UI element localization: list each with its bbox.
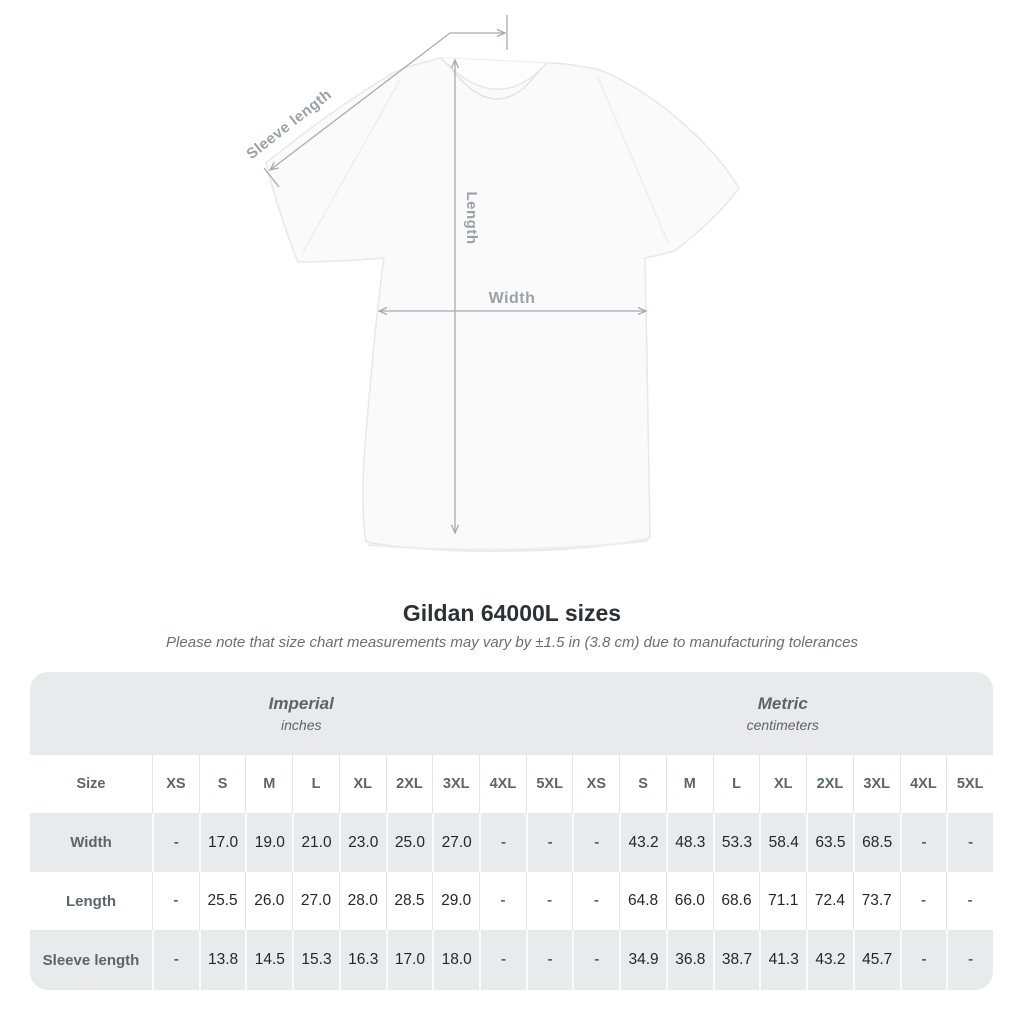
size-corner-header: Size <box>76 776 106 792</box>
table-cell: 63.5 <box>806 813 853 872</box>
tshirt-image <box>265 57 740 552</box>
tolerance-note: Please note that size chart measurements… <box>166 634 858 651</box>
unit-group-band: Imperial inches Metric centimeters <box>30 672 993 755</box>
column-header: 2XL <box>385 755 433 813</box>
imperial-group-header: Imperial inches <box>30 672 573 755</box>
table-cell: - <box>899 872 947 930</box>
table-row-sleeve-length: Sleeve length - 13.8 14.5 15.3 16.3 17.0… <box>30 930 993 990</box>
column-header: XL <box>759 755 806 813</box>
table-row-length: Length - 25.5 26.0 27.0 28.0 28.5 29.0 -… <box>30 872 993 930</box>
table-cell: 25.5 <box>198 872 246 930</box>
table-cell: 27.0 <box>292 872 339 930</box>
table-cell: 36.8 <box>665 930 713 990</box>
table-cell: - <box>525 872 573 930</box>
table-cell: 38.7 <box>712 930 760 990</box>
imperial-unit: inches <box>281 717 322 733</box>
column-header: 4XL <box>479 755 526 813</box>
table-cell: 43.2 <box>806 930 853 990</box>
table-cell: 28.0 <box>338 872 386 930</box>
table-cell: 18.0 <box>432 930 479 990</box>
table-cell: 25.0 <box>385 813 433 872</box>
table-cell: - <box>525 813 573 872</box>
table-cell: 66.0 <box>665 872 713 930</box>
size-header-row: Size XS S M L XL 2XL 3XL 4XL 5XL XS S M … <box>30 755 993 813</box>
table-cell: - <box>899 930 947 990</box>
column-header: 2XL <box>806 755 853 813</box>
length-label: Length <box>463 192 480 245</box>
column-header: L <box>292 755 339 813</box>
table-cell: 45.7 <box>852 930 900 990</box>
table-cell: 27.0 <box>432 813 479 872</box>
column-header: 3XL <box>432 755 479 813</box>
table-cell: 14.5 <box>245 930 292 990</box>
table-cell: - <box>946 930 993 990</box>
column-header: S <box>619 755 666 813</box>
table-cell: 48.3 <box>665 813 713 872</box>
column-header: S <box>198 755 246 813</box>
table-cell: 23.0 <box>338 813 386 872</box>
table-cell: 73.7 <box>852 872 900 930</box>
table-cell: 17.0 <box>385 930 433 990</box>
table-cell: 17.0 <box>198 813 246 872</box>
imperial-label: Imperial <box>268 694 334 713</box>
table-cell: 68.5 <box>852 813 900 872</box>
table-cell: - <box>946 813 993 872</box>
column-header: XS <box>572 755 619 813</box>
table-cell: 58.4 <box>759 813 806 872</box>
table-cell: - <box>479 813 526 872</box>
table-cell: 15.3 <box>292 930 339 990</box>
table-cell: 34.9 <box>619 930 666 990</box>
table-cell: - <box>572 813 619 872</box>
column-header: M <box>245 755 292 813</box>
table-cell: 68.6 <box>712 872 760 930</box>
table-cell: - <box>152 930 199 990</box>
table-cell: - <box>899 813 947 872</box>
table-cell: 72.4 <box>806 872 853 930</box>
row-label: Sleeve length <box>42 951 140 969</box>
table-cell: 29.0 <box>432 872 479 930</box>
column-header: XL <box>338 755 386 813</box>
table-cell: - <box>479 930 526 990</box>
table-cell: 19.0 <box>245 813 292 872</box>
table-cell: 64.8 <box>619 872 666 930</box>
column-header: M <box>665 755 713 813</box>
table-cell: - <box>572 930 619 990</box>
column-header: L <box>712 755 760 813</box>
size-chart-table: Imperial inches Metric centimeters Size … <box>30 672 993 990</box>
table-cell: - <box>572 872 619 930</box>
column-header: 5XL <box>525 755 573 813</box>
table-cell: - <box>525 930 573 990</box>
page-title: Gildan 64000L sizes <box>402 600 622 626</box>
table-cell: 71.1 <box>759 872 806 930</box>
metric-unit: centimeters <box>746 717 819 733</box>
width-label: Width <box>489 290 536 307</box>
column-header: XS <box>152 755 199 813</box>
table-cell: - <box>479 872 526 930</box>
table-cell: 13.8 <box>198 930 246 990</box>
metric-group-header: Metric centimeters <box>573 672 994 755</box>
row-label: Width <box>70 834 112 851</box>
table-cell: - <box>152 872 199 930</box>
table-cell: 26.0 <box>245 872 292 930</box>
table-cell: 21.0 <box>292 813 339 872</box>
sleeve-length-arrow <box>263 15 508 188</box>
table-cell: 43.2 <box>619 813 666 872</box>
table-cell: 28.5 <box>385 872 433 930</box>
table-cell: 53.3 <box>712 813 760 872</box>
metric-label: Metric <box>757 694 808 713</box>
column-header: 3XL <box>852 755 900 813</box>
table-cell: 16.3 <box>338 930 386 990</box>
table-cell: - <box>152 813 199 872</box>
row-label: Length <box>66 892 116 910</box>
table-row-width: Width - 17.0 19.0 21.0 23.0 25.0 27.0 - … <box>30 813 993 872</box>
table-cell: 41.3 <box>759 930 806 990</box>
column-header: 4XL <box>899 755 947 813</box>
column-header: 5XL <box>946 755 993 813</box>
tshirt-diagram: Sleeve length Length Width <box>243 15 740 552</box>
table-cell: - <box>946 872 993 930</box>
